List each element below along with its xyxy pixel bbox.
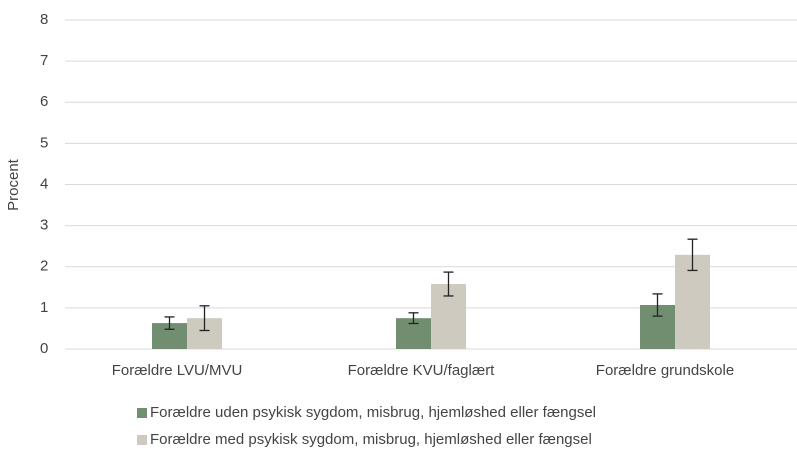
error-bar [687,238,698,272]
error-bar [652,293,663,317]
y-tick-label: 2 [40,258,48,275]
y-tick-label: 3 [40,217,48,234]
y-tick-label: 8 [40,11,48,28]
error-bar [408,312,419,325]
legend-label: Forældre uden psykisk sygdom, misbrug, h… [150,404,596,421]
error-bar [164,316,175,330]
y-tick-label: 7 [40,52,48,69]
y-tick-label: 4 [40,175,48,192]
y-tick-label: 0 [40,340,48,357]
legend-swatch [137,435,147,445]
x-tick-label: Forældre LVU/MVU [112,362,243,379]
y-axis-label: Procent [5,158,22,211]
legend-swatch [137,408,147,418]
error-bar [443,271,454,297]
legend-label: Forældre med psykisk sygdom, misbrug, hj… [150,431,592,448]
y-tick-label: 1 [40,299,48,316]
y-tick-label: 5 [40,134,48,151]
y-tick-label: 6 [40,93,48,110]
error-bar [199,305,210,332]
x-tick-label: Forældre grundskole [596,362,734,379]
x-tick-label: Forældre KVU/faglært [348,362,496,379]
